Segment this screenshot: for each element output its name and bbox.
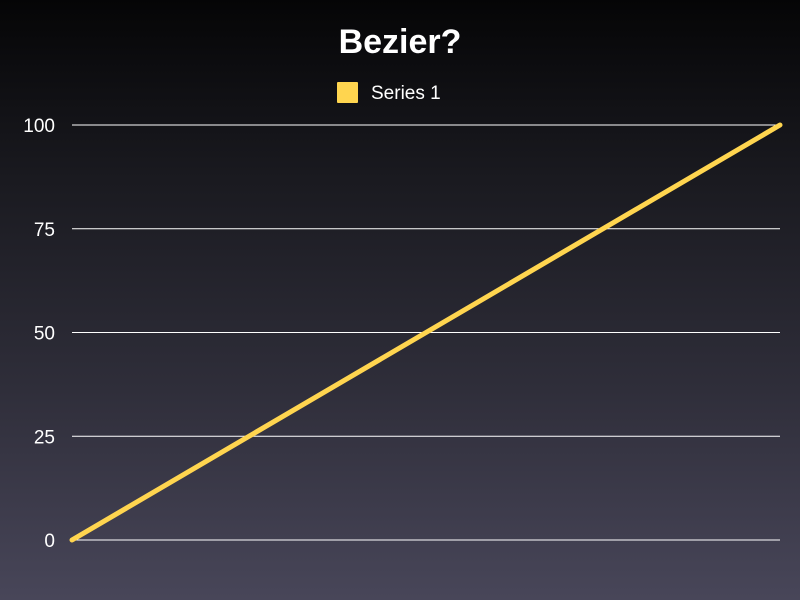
series-line — [69, 122, 783, 543]
y-tick-label: 75 — [34, 220, 55, 241]
y-tick-label: 0 — [44, 531, 55, 552]
y-tick-label: 50 — [34, 324, 55, 345]
legend-label: Series 1 — [371, 83, 441, 104]
y-tick-label: 25 — [34, 427, 55, 448]
y-tick-label: 100 — [23, 116, 55, 137]
series-layer — [69, 122, 783, 543]
legend: Series 1 — [337, 82, 441, 104]
chart-title: Bezier? — [339, 23, 462, 61]
legend-swatch — [337, 82, 358, 103]
y-axis-ticks: 0 25 50 75 100 — [23, 116, 55, 552]
